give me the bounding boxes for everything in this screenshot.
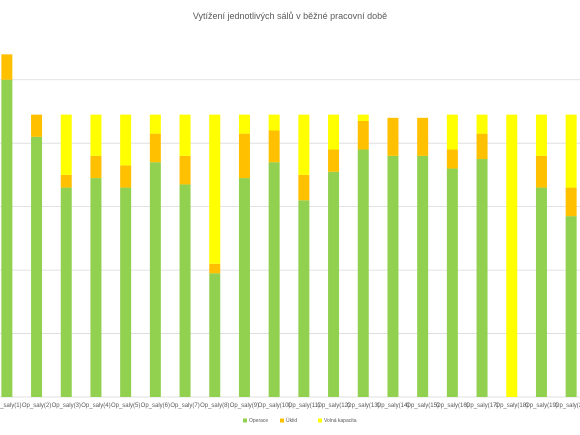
bar-segment	[179, 155, 191, 185]
bar-segment	[179, 114, 191, 156]
bar-segment	[31, 114, 43, 137]
x-tick-label: Op_saly(11)	[288, 403, 320, 409]
bar-segment	[1, 79, 13, 398]
bar-segment	[90, 114, 102, 156]
bar-segment	[535, 114, 547, 156]
bar-segment	[328, 149, 340, 172]
bar-segment	[149, 162, 161, 397]
bar-segment	[387, 155, 399, 397]
legend-swatch	[243, 418, 247, 423]
legend: Operace Úklid Volná kapacita	[243, 417, 357, 424]
bar-segment	[120, 165, 132, 188]
bar-segment	[446, 168, 458, 397]
bar-segment	[446, 149, 458, 169]
bar-segment	[60, 174, 72, 188]
bar-segment	[298, 114, 310, 175]
bar-segment	[417, 155, 429, 397]
bar-segment	[31, 136, 43, 397]
bar-segment	[209, 273, 221, 397]
x-tick-labels: Op_saly(1)Op_saly(2)Op_saly(3)Op_saly(4)…	[0, 403, 580, 409]
x-tick-label: Op_saly(3)	[52, 403, 81, 409]
x-tick-label: Op_saly(4)	[81, 403, 110, 409]
legend-swatch	[280, 418, 284, 423]
bars	[1, 54, 577, 398]
bar-segment	[476, 159, 488, 397]
x-tick-label: Op_saly(7)	[170, 403, 199, 409]
bar-segment	[149, 133, 161, 163]
bar-segment	[476, 133, 488, 160]
bar-segment	[149, 114, 161, 134]
bar-segment	[565, 114, 577, 188]
bar-segment	[565, 216, 577, 397]
bar-segment	[535, 187, 547, 397]
x-tick-label: Op_saly(8)	[200, 403, 229, 409]
bar-segment	[387, 117, 399, 156]
x-tick-label: Op_saly(9)	[230, 403, 259, 409]
bar-segment	[238, 178, 250, 397]
bar-segment	[120, 187, 132, 397]
bar-segment	[476, 114, 488, 134]
bar-segment	[268, 162, 280, 397]
x-tick-label: Op_saly(13)	[347, 403, 380, 409]
x-tick-label: Op_saly(19)	[525, 403, 558, 409]
legend-label: Volná kapacita	[324, 418, 357, 424]
x-tick-label: Op_saly(16)	[436, 403, 469, 409]
x-tick-label: Op_saly(10)	[258, 403, 291, 409]
bar-segment	[357, 114, 369, 121]
bar-segment	[357, 149, 369, 397]
bar-segment	[328, 114, 340, 150]
bar-segment	[298, 174, 310, 201]
bar-segment	[209, 263, 221, 274]
x-tick-label: Op_saly(1)	[0, 403, 22, 409]
legend-label: Úklid	[286, 417, 297, 424]
bar-segment	[120, 114, 132, 166]
bar-segment	[209, 114, 221, 264]
x-tick-label: Op_saly(20)	[555, 403, 580, 409]
bar-segment	[417, 117, 429, 156]
x-tick-label: Op_saly(5)	[111, 403, 140, 409]
x-tick-label: Op_saly(15)	[406, 403, 439, 409]
x-tick-label: Op_saly(2)	[22, 403, 51, 409]
x-tick-label: Op_saly(18)	[495, 403, 528, 409]
bar-segment	[238, 114, 250, 134]
x-tick-label: Op_saly(14)	[377, 403, 410, 409]
bar-segment	[179, 184, 191, 397]
bar-segment	[1, 54, 13, 80]
legend-label: Operace	[249, 418, 268, 424]
bar-segment	[328, 171, 340, 397]
bar-segment	[268, 130, 280, 163]
bar-segment	[506, 114, 518, 398]
chart-title: Vytížení jednotlivých sálů v běžné praco…	[193, 11, 387, 21]
x-tick-label: Op_saly(6)	[141, 403, 170, 409]
bar-segment	[298, 200, 310, 397]
legend-swatch	[318, 418, 322, 423]
bar-segment	[268, 114, 280, 131]
bar-segment	[90, 155, 102, 179]
bar-segment	[60, 114, 72, 175]
bar-segment	[535, 155, 547, 188]
x-tick-label: Op_saly(12)	[317, 403, 350, 409]
bar-segment	[238, 133, 250, 179]
bar-segment	[60, 187, 72, 397]
bar-segment	[90, 178, 102, 397]
bar-segment	[357, 120, 369, 150]
bar-segment	[565, 187, 577, 217]
bar-segment	[446, 114, 458, 150]
x-tick-label: Op_saly(17)	[466, 403, 499, 409]
gridlines	[0, 79, 580, 398]
